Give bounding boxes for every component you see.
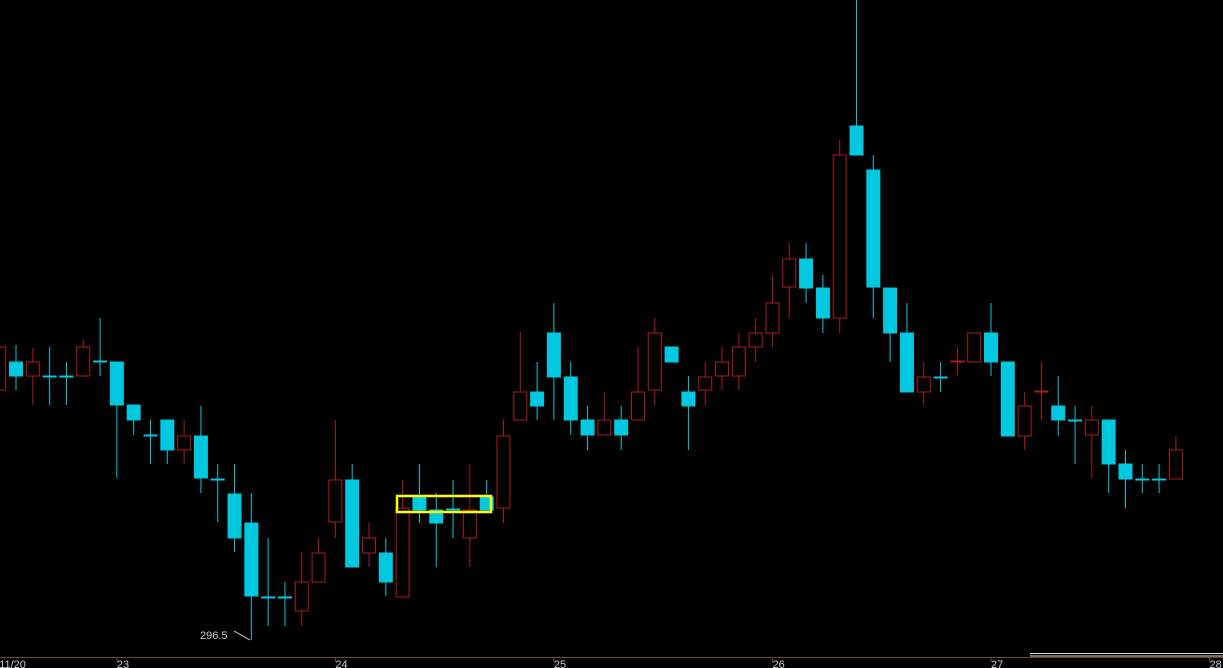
candle-body-down — [126, 404, 141, 421]
candle-body-down — [883, 287, 898, 334]
candle-body-down — [530, 391, 545, 407]
highlight-box — [395, 494, 493, 514]
candle-body-down — [681, 391, 696, 407]
candle-body-down — [261, 596, 276, 599]
candle-body-up — [630, 391, 645, 421]
candle-body-down — [59, 375, 74, 378]
candle-body-down — [244, 522, 259, 597]
candle-body-down — [277, 596, 292, 599]
plot-area — [0, 0, 1183, 640]
candle-body-up — [967, 332, 982, 363]
candle-body-up — [496, 435, 511, 509]
candle-body-up — [25, 361, 40, 377]
candle-body-down — [799, 258, 814, 289]
candle-body-up — [715, 361, 730, 377]
candle-body-down — [899, 332, 914, 393]
candle-body-up — [1084, 419, 1099, 436]
candle-body-down — [546, 332, 561, 378]
candle-body-down — [93, 360, 108, 363]
candle-body-down — [42, 375, 57, 378]
candle-body-up — [1168, 449, 1183, 480]
candle-body-down — [1152, 478, 1167, 481]
candle-body-down — [345, 479, 360, 568]
candle-body-up — [513, 391, 528, 421]
candle-body-up — [0, 346, 7, 391]
x-tick-label: 27 — [991, 659, 1003, 668]
candle-body-up — [916, 376, 931, 393]
candle-body-down — [1118, 463, 1133, 480]
candle-body-up — [328, 479, 343, 523]
candle-body-down — [815, 287, 830, 319]
candle-body-down — [849, 125, 864, 156]
candle-body-down — [227, 493, 242, 539]
candle-body-up — [177, 435, 192, 451]
x-tick-label: 24 — [335, 659, 347, 668]
candle-body-down — [9, 361, 24, 377]
candle-body-down — [983, 332, 998, 363]
candle-body-down — [563, 376, 578, 421]
candle-body-down — [1000, 361, 1015, 437]
candle-body-up — [950, 360, 965, 363]
candle-body-up — [362, 537, 377, 554]
low-annotation: 296.5 — [200, 630, 228, 642]
candle-body-up — [782, 258, 797, 288]
x-tick-label: 11/20 — [0, 659, 26, 668]
candle-body-down — [160, 419, 175, 451]
candle-body-down — [412, 496, 427, 511]
candle-body-up — [311, 552, 326, 583]
candle-body-up — [765, 302, 780, 334]
candle-body-down — [193, 435, 208, 479]
candle-body-down — [109, 361, 124, 406]
candle-body-down — [143, 434, 158, 437]
candle-body-up — [748, 332, 763, 348]
candle-body-down — [933, 376, 948, 379]
candle-body-up — [462, 509, 477, 539]
x-tick-label: 25 — [554, 659, 566, 668]
x-tick-label: 26 — [772, 659, 784, 668]
candle-body-up — [294, 581, 309, 612]
candle-body-up — [1017, 405, 1032, 437]
candle-body-down — [614, 419, 629, 436]
annotation-leader — [233, 630, 251, 641]
candle-body-down — [1068, 419, 1083, 422]
candle-body-up — [76, 346, 91, 377]
candle-body-up — [731, 346, 746, 377]
candle-body-up — [1034, 390, 1049, 393]
x-axis: 11/20 23 24 25 26 27 28 — [0, 657, 1222, 668]
candle-body-up — [832, 154, 847, 319]
candle-body-up — [698, 376, 713, 391]
candle-body-down — [1051, 405, 1066, 421]
candle-body-down — [866, 169, 881, 288]
x-tick-label: 23 — [117, 659, 129, 668]
candle-body-down — [1135, 478, 1150, 481]
x-tick-label: 28 — [1210, 659, 1222, 668]
candle-body-down — [446, 508, 461, 511]
candle-body-down — [664, 346, 679, 363]
candle-body-down — [378, 552, 393, 583]
candle-body-up — [395, 507, 410, 598]
candle-body-down — [580, 419, 595, 436]
candle-body-down — [1101, 419, 1116, 465]
candle-body-up — [597, 419, 612, 436]
candle-body-up — [647, 332, 662, 391]
candle-body-down — [210, 478, 225, 481]
